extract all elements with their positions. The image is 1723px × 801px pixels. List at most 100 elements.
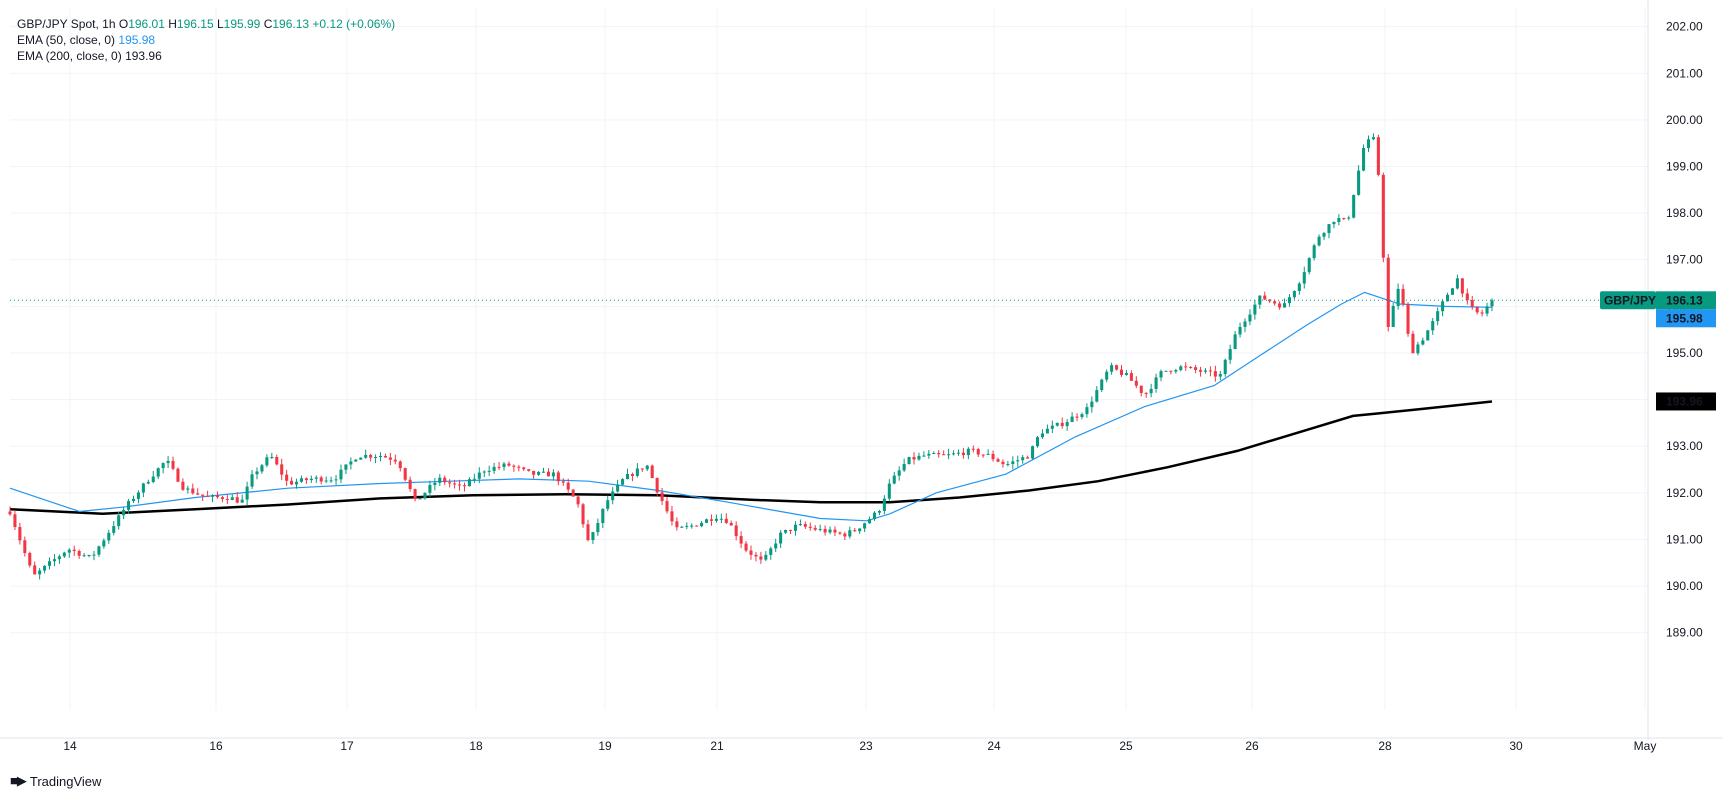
close-label: C xyxy=(263,17,273,31)
ema50-legend-value: 195.98 xyxy=(118,33,156,47)
candle-body xyxy=(1208,370,1212,372)
ema50-tag: 195.98 xyxy=(1666,311,1703,325)
symbol-tag-background xyxy=(1600,291,1656,310)
candle-body xyxy=(907,456,911,465)
candle-body xyxy=(67,549,71,553)
candle-body xyxy=(1391,305,1395,328)
chart-legend: GBP/JPY Spot, 1h O196.01 H196.15 L195.99… xyxy=(17,16,395,64)
candle-body xyxy=(803,524,807,527)
candle-body xyxy=(1480,312,1484,314)
candle-body xyxy=(912,456,916,460)
candle-body xyxy=(388,457,392,460)
candle-body xyxy=(1218,374,1222,377)
candle-body xyxy=(285,474,289,481)
ema200-legend-row[interactable]: EMA (200, close, 0) 193.96 xyxy=(17,48,395,64)
candle-body xyxy=(1228,349,1232,360)
candle-body xyxy=(1357,170,1361,195)
candle-body xyxy=(428,485,432,493)
candle-body xyxy=(52,559,56,562)
x-tick-label: 25 xyxy=(1119,739,1133,753)
candle-body xyxy=(477,472,481,479)
candle-body xyxy=(13,514,17,528)
candle-body xyxy=(784,529,788,533)
candle-body xyxy=(43,565,47,571)
candle-body xyxy=(1401,288,1405,305)
y-tick-label: 201.00 xyxy=(1666,66,1703,80)
candle-body xyxy=(383,455,387,458)
candle-body xyxy=(769,548,773,555)
candle-body xyxy=(1441,301,1445,312)
candle-body xyxy=(1446,294,1450,302)
candle-body xyxy=(97,546,101,555)
candle-body xyxy=(507,463,511,466)
x-tick-label: 19 xyxy=(598,739,612,753)
candle-body xyxy=(1124,373,1128,375)
candle-body xyxy=(453,483,457,485)
candle-body xyxy=(38,570,42,575)
open-label: O xyxy=(118,17,129,31)
candle-body xyxy=(1273,301,1277,304)
candle-body xyxy=(265,457,269,466)
candle-body xyxy=(1139,385,1143,393)
candle-body xyxy=(201,494,205,496)
y-tick-label: 199.00 xyxy=(1666,160,1703,174)
candle-body xyxy=(448,482,452,484)
candle-body xyxy=(492,466,496,471)
y-tick-label: 190.00 xyxy=(1666,579,1703,593)
candle-body xyxy=(171,460,175,469)
candle-body xyxy=(1119,369,1124,375)
candle-body xyxy=(423,492,427,499)
candle-body xyxy=(1213,371,1217,377)
tradingview-brand[interactable]: ■▶ TradingView xyxy=(10,773,101,789)
candle-body xyxy=(734,525,738,537)
candle-body xyxy=(917,455,921,460)
candle-body xyxy=(823,528,827,533)
candle-body xyxy=(462,485,467,487)
candle-body xyxy=(1238,326,1242,335)
candle-body xyxy=(1184,366,1188,368)
candle-body xyxy=(245,486,249,500)
candle-body xyxy=(1426,330,1430,341)
candle-body xyxy=(1327,224,1331,234)
candle-body xyxy=(551,472,555,477)
candle-body xyxy=(57,556,61,560)
candle-body xyxy=(1307,258,1311,273)
candle-body xyxy=(1090,401,1094,408)
candle-body xyxy=(1040,433,1044,438)
candle-body xyxy=(1490,300,1494,307)
grid-lines xyxy=(10,8,1648,710)
candle-body xyxy=(1031,446,1035,459)
symbol-title[interactable]: GBP/JPY Spot, 1h xyxy=(17,17,116,31)
candle-body xyxy=(887,483,891,499)
candle-body xyxy=(458,484,462,486)
candle-body xyxy=(942,454,946,456)
candle-body xyxy=(586,524,590,541)
candle-body xyxy=(206,495,210,497)
candle-body xyxy=(571,489,575,497)
candle-body xyxy=(1243,321,1247,327)
candle-body xyxy=(1035,437,1040,447)
candle-body xyxy=(952,453,956,455)
x-tick-label: 18 xyxy=(469,739,483,753)
candle-body xyxy=(1021,457,1025,461)
candle-body xyxy=(255,471,259,475)
candle-body xyxy=(127,501,131,510)
candle-body xyxy=(976,449,980,455)
candle-body xyxy=(556,472,560,482)
candle-body xyxy=(961,452,965,456)
candle-body xyxy=(393,459,397,462)
ema50-legend-row[interactable]: EMA (50, close, 0) 195.98 xyxy=(17,32,395,48)
y-tick-label: 198.00 xyxy=(1666,206,1703,220)
candle-body xyxy=(1302,272,1306,284)
candle-body xyxy=(359,457,363,460)
candle-body xyxy=(364,454,368,458)
ema200-legend-label: EMA (200, close, 0) xyxy=(17,49,122,63)
candle-body xyxy=(1263,295,1267,300)
x-tick-label: 24 xyxy=(987,739,1001,753)
candle-body xyxy=(18,527,22,541)
x-tick-label: 21 xyxy=(710,739,724,753)
candle-body xyxy=(72,549,76,552)
candle-body xyxy=(818,528,822,530)
candle-body xyxy=(640,468,644,470)
